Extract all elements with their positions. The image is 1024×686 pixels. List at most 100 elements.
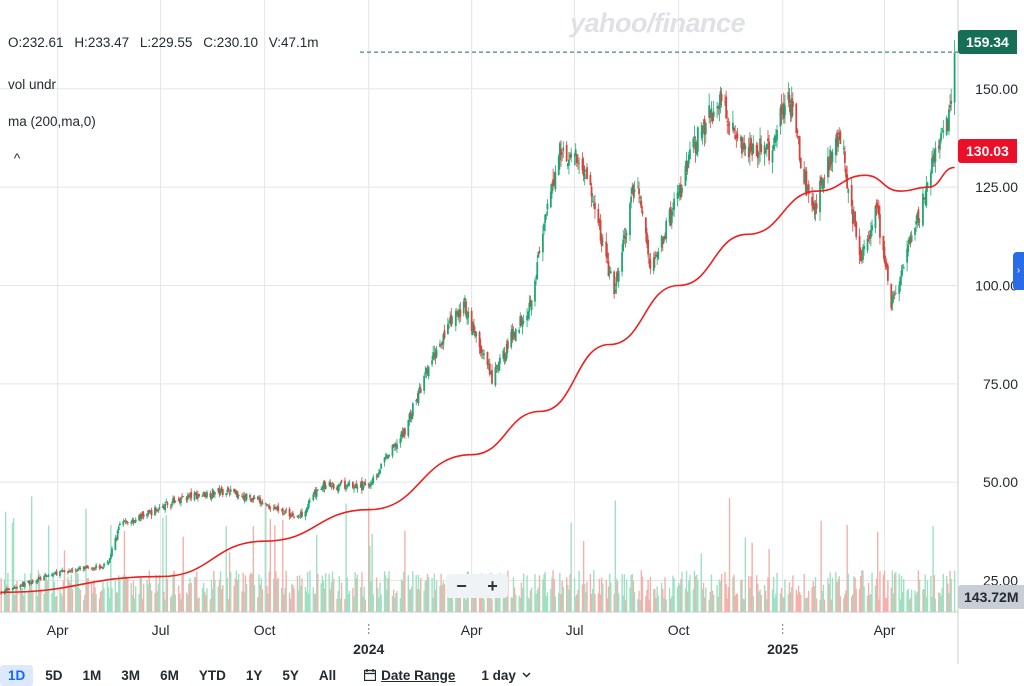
volume-bar [135, 586, 137, 612]
candle-body [314, 489, 317, 495]
range-button-1y[interactable]: 1Y [245, 667, 263, 683]
volume-bar [84, 594, 86, 612]
candle-body [871, 225, 873, 231]
volume-bar [758, 591, 760, 612]
volume-bar [340, 582, 343, 612]
zoom-in-button[interactable]: + [487, 575, 498, 596]
volume-bar [672, 575, 674, 612]
candle-body [874, 205, 877, 229]
volume-bar [534, 574, 536, 612]
candle-body [528, 302, 531, 312]
candle-body [260, 501, 263, 504]
candle-body [281, 508, 284, 514]
volume-bar [403, 571, 405, 612]
volume-bar [51, 592, 53, 612]
candle-body [440, 343, 443, 345]
volume-bar [783, 597, 785, 612]
volume-bar [364, 599, 367, 612]
range-button-5d[interactable]: 5D [45, 667, 63, 683]
volume-bar [470, 584, 473, 612]
volume-bar [850, 596, 853, 612]
candle-body [23, 583, 26, 587]
candle-body [465, 301, 467, 316]
volume-bar [180, 599, 182, 612]
range-button-3m[interactable]: 3M [121, 667, 141, 683]
candle-body [409, 413, 412, 418]
volume-bar [860, 575, 862, 612]
collapse-indicators-button[interactable]: ^ [0, 146, 34, 170]
candle-body [503, 353, 506, 360]
volume-indicator-label[interactable]: vol undr [8, 77, 57, 92]
volume-bar [551, 577, 553, 612]
candle-body [677, 191, 680, 197]
zoom-controls: − + [446, 574, 508, 598]
volume-bar [214, 579, 216, 612]
range-button-1d[interactable]: 1D [0, 664, 34, 686]
date-range-button[interactable]: Date Range [364, 668, 455, 683]
volume-bar [384, 575, 387, 612]
candle-body [488, 363, 491, 375]
volume-bar [846, 524, 848, 612]
zoom-out-button[interactable]: − [456, 575, 467, 596]
volume-bar [190, 582, 192, 612]
volume-bar [578, 570, 580, 612]
candle-body [225, 493, 228, 496]
volume-bar [309, 570, 311, 612]
price-chart[interactable]: 25.00 50.00 75.00 100.00 125.00 150.00 Apr Jul… [0, 0, 1024, 664]
volume-bar [388, 571, 390, 612]
volume-bar [545, 596, 547, 612]
volume-bar [491, 599, 493, 612]
range-button-all[interactable]: All [318, 667, 337, 683]
volume-bar [95, 594, 97, 612]
volume-bar [520, 582, 523, 612]
ma-indicator-label[interactable]: ma (200,ma,0) [8, 114, 96, 129]
candle-body [839, 131, 842, 145]
calendar-icon [364, 669, 377, 681]
candle-body [344, 480, 346, 489]
candle-body [323, 480, 326, 490]
candle-body [805, 170, 808, 196]
volume-bar [878, 599, 880, 612]
volume-bar [925, 596, 928, 612]
candle-body [378, 472, 380, 475]
volume-bar [901, 592, 904, 612]
volume-bar [378, 597, 380, 612]
candle-body [30, 581, 33, 584]
volume-bar [443, 583, 446, 612]
volume-bar [947, 583, 949, 612]
volume-bar [757, 583, 759, 612]
volume-bar [649, 577, 652, 612]
candle-body [735, 135, 738, 139]
chevron-right-icon[interactable]: › [1013, 252, 1024, 290]
range-button-5y[interactable]: 5Y [282, 667, 299, 683]
candle-body [859, 250, 862, 262]
interval-select[interactable]: 1 day [481, 668, 531, 683]
candle-body [351, 482, 354, 488]
candle-body [570, 153, 573, 158]
volume-bar [728, 498, 731, 612]
volume-bar [253, 584, 256, 612]
x-tick-label: Oct [668, 622, 690, 638]
volume-bar [218, 579, 221, 612]
candle-body [396, 443, 398, 449]
volume-bar [915, 594, 917, 612]
candle-body [462, 301, 465, 314]
candle-body [728, 123, 731, 125]
volume-bar [20, 588, 23, 612]
range-button-6m[interactable]: 6M [160, 667, 179, 683]
volume-bar [45, 576, 48, 612]
candle-body [100, 567, 103, 569]
candle-body [439, 343, 441, 347]
volume-bar [337, 590, 339, 612]
candle-body [35, 581, 38, 583]
range-button-1m[interactable]: 1M [82, 667, 102, 683]
candle-body [577, 160, 579, 162]
volume-bar [234, 578, 236, 612]
candle-body [842, 148, 845, 150]
candle-body [79, 568, 82, 569]
range-button-ytd[interactable]: YTD [198, 667, 226, 683]
volume-bar [621, 574, 623, 612]
volume-bar [766, 599, 768, 612]
volume-bar [688, 580, 690, 612]
candle-body [36, 579, 39, 583]
